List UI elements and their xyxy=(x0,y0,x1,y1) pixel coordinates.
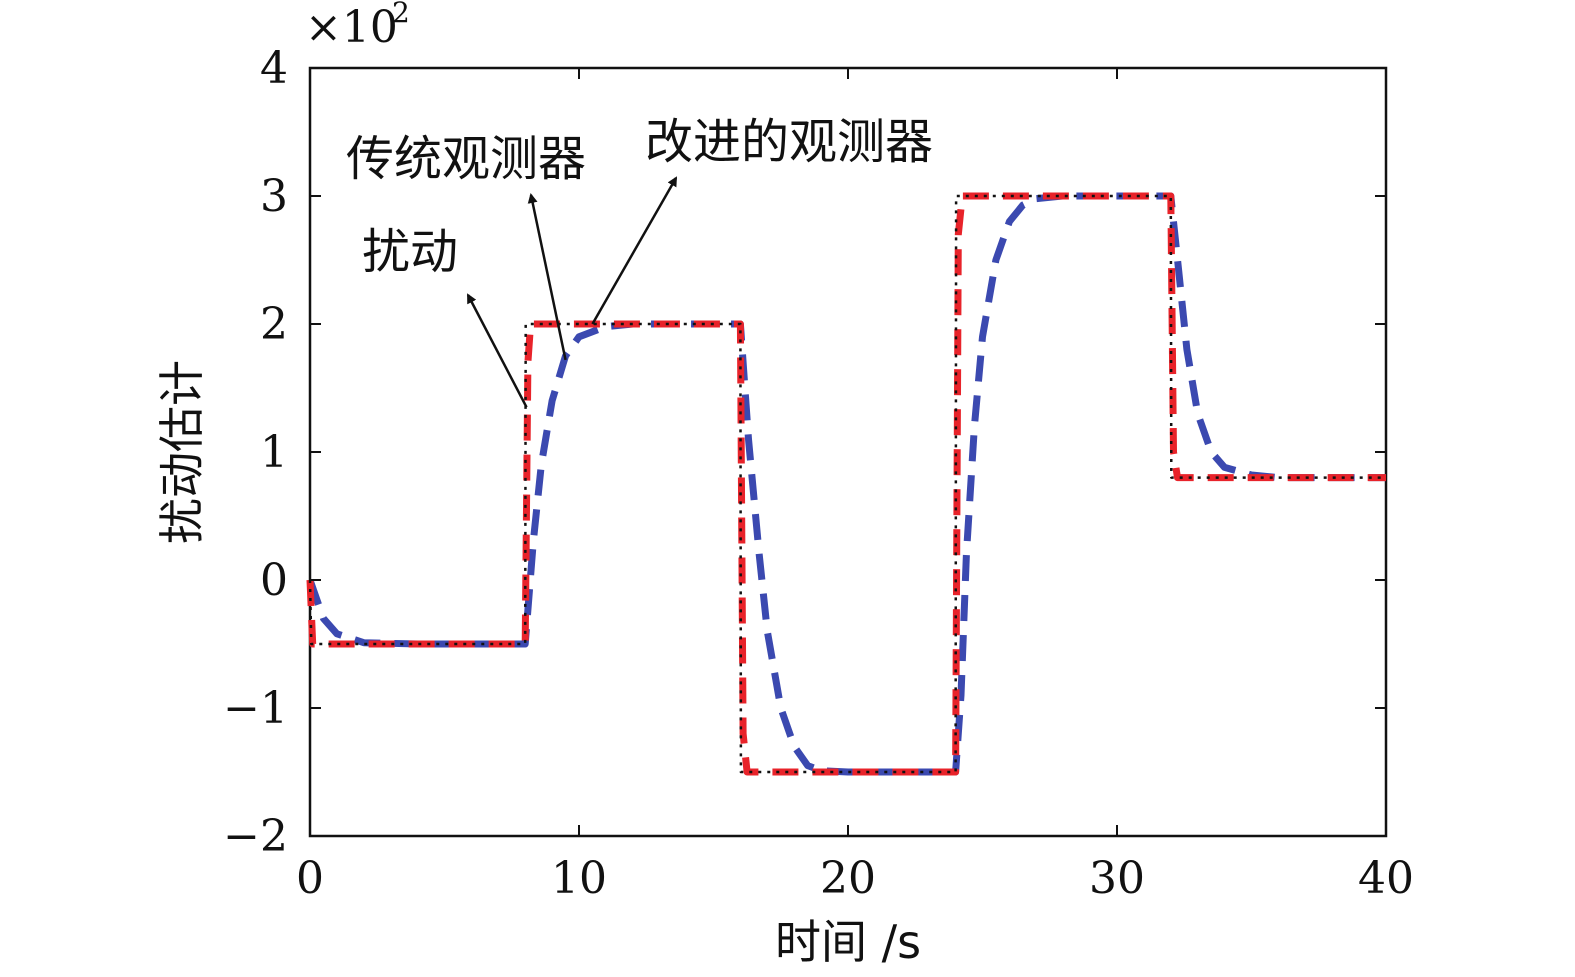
plot-frame xyxy=(308,66,1388,838)
y-tick-label: −1 xyxy=(223,683,288,734)
y-tick-label: 1 xyxy=(260,427,288,478)
y-tick-label: −2 xyxy=(223,811,288,862)
y-tick-label: 0 xyxy=(260,555,288,606)
annotation-layer: 扰动 传统观测器 改进的观测器 xyxy=(346,114,933,408)
series-layer xyxy=(306,192,1386,776)
x-axis-label: 时间 /s xyxy=(775,915,921,969)
annotation-label: 传统观测器 xyxy=(346,131,586,187)
y-axis-label: 扰动估计 xyxy=(155,360,209,544)
y-tick-label: 4 xyxy=(260,43,288,94)
annotation-arrow xyxy=(466,293,528,408)
annotation-label: 扰动 xyxy=(362,224,458,280)
annotation-label: 改进的观测器 xyxy=(645,114,933,170)
annotation-arrow xyxy=(527,193,567,361)
tick-layer: 0 10 20 30 40 −2 −1 0 1 2 3 4 xyxy=(223,43,1414,904)
x-tick-label: 0 xyxy=(296,853,324,904)
series-line-0 xyxy=(308,194,1386,774)
y-multiplier-exponent: 2 xyxy=(392,0,410,29)
x-tick-label: 40 xyxy=(1358,853,1414,904)
x-tick-label: 10 xyxy=(551,853,607,904)
series-line-1 xyxy=(306,192,1386,776)
y-multiplier-base: ×10 xyxy=(305,2,398,53)
annotation-arrow xyxy=(591,176,678,325)
y-tick-label: 3 xyxy=(260,171,288,222)
x-tick-label: 20 xyxy=(820,853,876,904)
x-tick-label: 30 xyxy=(1089,853,1145,904)
y-tick-label: 2 xyxy=(260,299,288,350)
